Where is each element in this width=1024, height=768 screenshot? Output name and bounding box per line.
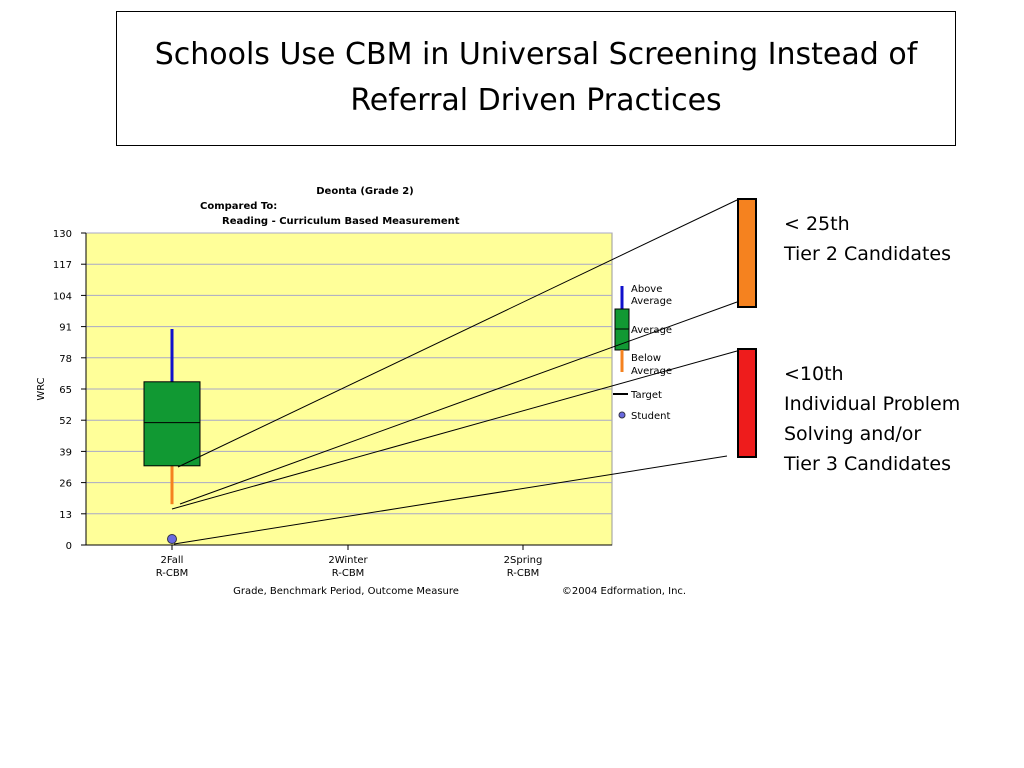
tier2-bar bbox=[737, 198, 757, 308]
student-point bbox=[167, 534, 177, 544]
chart-subtitle-compared: Compared To: bbox=[200, 201, 277, 212]
average-box bbox=[143, 381, 201, 467]
tier2-percentile: < 25th bbox=[784, 213, 850, 235]
tier3-label-1: Individual Problem bbox=[784, 393, 961, 415]
legend-student-label: Student bbox=[631, 411, 670, 422]
legend-above-label: Average bbox=[631, 296, 672, 307]
legend-student-swatch bbox=[618, 411, 626, 419]
x-tick-label: R-CBM bbox=[507, 568, 540, 579]
tier3-label-2: Solving and/or bbox=[784, 423, 922, 445]
y-tick-label: 91 bbox=[59, 323, 72, 334]
callout-line bbox=[179, 301, 738, 505]
x-tick-label: 2Winter bbox=[328, 555, 368, 566]
y-tick-label: 26 bbox=[59, 479, 72, 490]
x-axis-label: Grade, Benchmark Period, Outcome Measure bbox=[233, 586, 459, 597]
tier2-label: Tier 2 Candidates bbox=[784, 243, 952, 265]
y-tick-label: 104 bbox=[53, 291, 72, 302]
y-tick-label: 65 bbox=[59, 385, 72, 396]
tier2-annotation: < 25th Tier 2 Candidates bbox=[784, 209, 951, 269]
tier3-percentile: <10th bbox=[784, 363, 844, 385]
legend-target-label: Target bbox=[630, 390, 662, 401]
slide-title-line-1: Schools Use CBM in Universal Screening I… bbox=[154, 37, 918, 72]
x-tick-label: 2Spring bbox=[504, 555, 543, 566]
x-tick-label: R-CBM bbox=[332, 568, 365, 579]
legend-below-label: Below bbox=[631, 353, 661, 364]
y-tick-label: 117 bbox=[53, 260, 72, 271]
slide-title-box: Schools Use CBM in Universal Screening I… bbox=[116, 11, 956, 146]
legend-average-label: Average bbox=[631, 325, 672, 336]
y-tick-label: 52 bbox=[59, 416, 72, 427]
slide-title-line-2: Referral Driven Practices bbox=[350, 83, 722, 118]
legend-above-label: Above bbox=[631, 284, 662, 295]
y-tick-label: 78 bbox=[59, 354, 72, 365]
y-axis-label: WRC bbox=[36, 377, 47, 400]
x-tick-label: 2Fall bbox=[161, 555, 184, 566]
y-tick-label: 0 bbox=[66, 541, 72, 552]
y-tick-label: 39 bbox=[59, 447, 72, 458]
legend-below-label: Average bbox=[631, 366, 672, 377]
y-tick-label: 130 bbox=[53, 229, 72, 240]
y-tick-label: 13 bbox=[59, 510, 72, 521]
tier3-annotation: <10th Individual Problem Solving and/or … bbox=[784, 359, 960, 479]
chart-title: Deonta (Grade 2) bbox=[316, 186, 414, 197]
tier3-bar bbox=[737, 348, 757, 458]
callout-line bbox=[171, 350, 738, 510]
x-tick-label: R-CBM bbox=[156, 568, 189, 579]
callout-line bbox=[173, 455, 728, 545]
callout-line bbox=[177, 199, 738, 468]
tier3-label-3: Tier 3 Candidates bbox=[784, 453, 952, 475]
chart-subtitle-measure: Reading - Curriculum Based Measurement bbox=[222, 216, 460, 227]
copyright-label: ©2004 Edformation, Inc. bbox=[562, 586, 686, 597]
